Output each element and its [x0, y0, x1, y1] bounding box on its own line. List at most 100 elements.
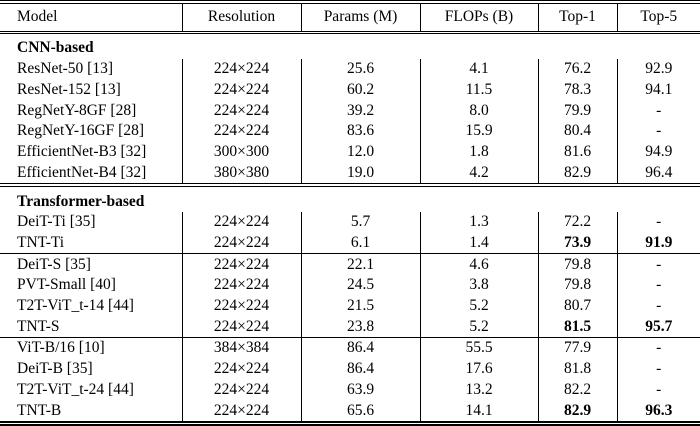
- table-row: PVT-Small [40] 224×224 24.5 3.8 79.8 -: [0, 275, 700, 296]
- cell-resolution: 224×224: [181, 120, 301, 142]
- cell-top1: 80.4: [537, 120, 617, 142]
- cell-resolution: 300×300: [181, 141, 301, 163]
- cell-params: 12.0: [300, 141, 420, 163]
- table-row: RegNetY-16GF [28] 224×224 83.6 15.9 80.4…: [0, 120, 700, 142]
- section-label-row: Transformer-based: [0, 185, 700, 212]
- cell-top1: 82.9: [537, 400, 617, 424]
- cell-top1: 72.2: [537, 211, 617, 233]
- cell-resolution: 224×224: [181, 211, 301, 233]
- column-header-flops: FLOPs (B): [419, 2, 538, 32]
- table-row: ViT-B/16 [10] 384×384 86.4 55.5 77.9 -: [0, 337, 700, 359]
- column-header-params: Params (M): [300, 2, 420, 32]
- table-row: DeiT-S [35] 224×224 22.1 4.6 79.8 -: [0, 253, 700, 276]
- cell-top5: -: [616, 358, 700, 380]
- cell-top5: -: [616, 275, 700, 296]
- column-header-top1: Top-1: [537, 2, 617, 32]
- cell-top5: -: [616, 379, 700, 401]
- cell-top1: 81.5: [537, 316, 617, 338]
- cell-top5: 95.7: [616, 316, 700, 338]
- cell-params: 86.4: [300, 337, 420, 359]
- cell-resolution: 224×224: [181, 358, 301, 380]
- cell-resolution: 224×224: [181, 295, 301, 317]
- cell-resolution: 224×224: [181, 79, 301, 101]
- cell-model: TNT-Ti: [17, 234, 65, 251]
- cell-params: 6.1: [300, 232, 420, 254]
- cell-model: EfficientNet-B3 [32]: [17, 142, 147, 160]
- cell-top5: 91.9: [616, 232, 700, 254]
- table-row: TNT-B 224×224 65.6 14.1 82.9 96.3: [0, 400, 700, 424]
- cell-flops: 4.2: [419, 162, 538, 186]
- cell-model: T2T-ViT_t-24 [44]: [17, 380, 134, 398]
- cell-model: RegNetY-16GF [28]: [17, 122, 144, 140]
- cell-model: ResNet-50 [13]: [17, 60, 113, 78]
- cell-flops: 14.1: [419, 400, 538, 424]
- cell-flops: 13.2: [419, 379, 538, 401]
- cell-flops: 55.5: [419, 337, 538, 359]
- cell-params: 19.0: [300, 162, 420, 186]
- cell-model: DeiT-S [35]: [17, 255, 91, 273]
- cell-model: ViT-B/16 [10]: [17, 339, 105, 357]
- table-row: EfficientNet-B4 [32] 380×380 19.0 4.2 82…: [0, 162, 700, 186]
- cell-params: 83.6: [300, 120, 420, 142]
- cell-params: 65.6: [300, 400, 420, 424]
- header-row: Model Resolution Params (M) FLOPs (B) To…: [0, 2, 700, 32]
- section-transformer-group-ti: Transformer-based DeiT-Ti [35] 224×224 5…: [0, 185, 700, 254]
- cell-top5: 92.9: [616, 58, 700, 80]
- cell-flops: 5.2: [419, 316, 538, 338]
- cell-top1: 79.8: [537, 275, 617, 296]
- table-row: ResNet-152 [13] 224×224 60.2 11.5 78.3 9…: [0, 79, 700, 101]
- cell-model: TNT-B: [17, 401, 62, 419]
- cell-flops: 1.3: [419, 211, 538, 233]
- cell-top1: 76.2: [537, 58, 617, 80]
- cell-top5: 94.1: [616, 79, 700, 101]
- cell-top5: -: [616, 295, 700, 317]
- cell-params: 23.8: [300, 316, 420, 338]
- cell-top5: 96.4: [616, 162, 700, 186]
- section-label-transformer: Transformer-based: [17, 192, 145, 210]
- cell-resolution: 224×224: [181, 232, 301, 254]
- table-row: RegNetY-8GF [28] 224×224 39.2 8.0 79.9 -: [0, 100, 700, 121]
- column-header-model: Model: [17, 8, 58, 26]
- section-transformer-group-base: ViT-B/16 [10] 384×384 86.4 55.5 77.9 - D…: [0, 337, 700, 424]
- cell-resolution: 224×224: [181, 58, 301, 80]
- table-row: DeiT-B [35] 224×224 86.4 17.6 81.8 -: [0, 358, 700, 380]
- cell-flops: 3.8: [419, 275, 538, 296]
- cell-params: 21.5: [300, 295, 420, 317]
- cell-model: DeiT-B [35]: [17, 360, 93, 378]
- section-transformer-group-small: DeiT-S [35] 224×224 22.1 4.6 79.8 - PVT-…: [0, 253, 700, 338]
- cell-top5: -: [616, 337, 700, 359]
- section-label-cnn: CNN-based: [17, 39, 94, 57]
- cell-params: 24.5: [300, 275, 420, 296]
- cell-params: 63.9: [300, 379, 420, 401]
- cell-top1: 81.8: [537, 358, 617, 380]
- cell-params: 86.4: [300, 358, 420, 380]
- cell-flops: 11.5: [419, 79, 538, 101]
- table-row: TNT-S 224×224 23.8 5.2 81.5 95.7: [0, 316, 700, 338]
- cell-params: 39.2: [300, 100, 420, 121]
- cell-flops: 17.6: [419, 358, 538, 380]
- cell-top1: 78.3: [537, 79, 617, 101]
- cell-model: ResNet-152 [13]: [17, 80, 121, 98]
- cell-flops: 4.1: [419, 58, 538, 80]
- table-row: DeiT-Ti [35] 224×224 5.7 1.3 72.2 -: [0, 211, 700, 233]
- cell-resolution: 224×224: [181, 253, 301, 276]
- cell-top1: 77.9: [537, 337, 617, 359]
- cell-flops: 15.9: [419, 120, 538, 142]
- cell-top1: 80.7: [537, 295, 617, 317]
- cell-flops: 5.2: [419, 295, 538, 317]
- cell-top5: -: [616, 100, 700, 121]
- cell-resolution: 224×224: [181, 316, 301, 338]
- cell-top5: 94.9: [616, 141, 700, 163]
- section-label-row: CNN-based: [0, 32, 700, 59]
- table-row: T2T-ViT_t-14 [44] 224×224 21.5 5.2 80.7 …: [0, 295, 700, 317]
- cell-top1: 73.9: [537, 232, 617, 254]
- cell-top1: 82.2: [537, 379, 617, 401]
- table-row: EfficientNet-B3 [32] 300×300 12.0 1.8 81…: [0, 141, 700, 163]
- cell-params: 25.6: [300, 58, 420, 80]
- cell-resolution: 224×224: [181, 379, 301, 401]
- cell-resolution: 224×224: [181, 275, 301, 296]
- column-header-top5: Top-5: [616, 2, 700, 32]
- cell-params: 22.1: [300, 253, 420, 276]
- cell-model: EfficientNet-B4 [32]: [17, 163, 147, 181]
